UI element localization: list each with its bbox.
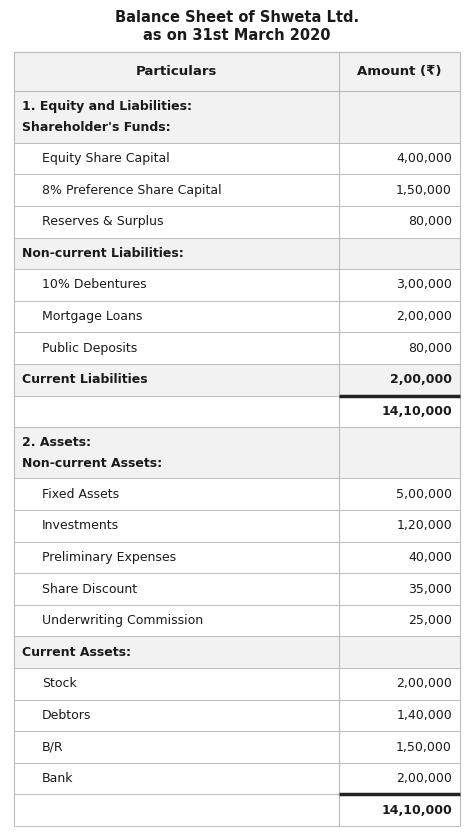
Bar [14, 52, 460, 91]
Text: 14,10,000: 14,10,000 [381, 405, 452, 418]
Text: 80,000: 80,000 [408, 342, 452, 354]
Text: Current Assets:: Current Assets: [22, 645, 131, 659]
Text: 1. Equity and Liabilities:: 1. Equity and Liabilities: [22, 100, 192, 114]
Text: 5,00,000: 5,00,000 [396, 487, 452, 501]
Bar [14, 427, 460, 478]
Bar [14, 510, 460, 542]
Bar [14, 395, 460, 427]
Bar [14, 668, 460, 700]
Bar [14, 700, 460, 732]
Text: Balance Sheet of Shweta Ltd.: Balance Sheet of Shweta Ltd. [115, 11, 359, 26]
Bar [14, 762, 460, 794]
Text: Debtors: Debtors [42, 709, 91, 722]
Text: Stock: Stock [42, 677, 77, 691]
Bar [14, 91, 460, 143]
Bar [14, 175, 460, 206]
Text: 2,00,000: 2,00,000 [396, 677, 452, 691]
Text: 35,000: 35,000 [408, 583, 452, 595]
Bar [14, 143, 460, 175]
Text: 8% Preference Share Capital: 8% Preference Share Capital [42, 184, 222, 196]
Text: 2,00,000: 2,00,000 [396, 310, 452, 323]
Text: Preliminary Expenses: Preliminary Expenses [42, 551, 176, 564]
Bar [14, 636, 460, 668]
Text: Particulars: Particulars [136, 65, 217, 79]
Bar [14, 573, 460, 605]
Text: Shareholder's Funds:: Shareholder's Funds: [22, 121, 171, 134]
Bar [14, 333, 460, 364]
Text: B/R: B/R [42, 741, 64, 753]
Text: Bank: Bank [42, 772, 73, 785]
Text: 10% Debentures: 10% Debentures [42, 278, 146, 292]
Text: 1,50,000: 1,50,000 [396, 184, 452, 196]
Text: 25,000: 25,000 [408, 614, 452, 627]
Text: 2,00,000: 2,00,000 [396, 772, 452, 785]
Bar [14, 364, 460, 395]
Text: Investments: Investments [42, 519, 119, 533]
Bar [14, 237, 460, 269]
Text: Non-current Assets:: Non-current Assets: [22, 456, 162, 470]
Text: 80,000: 80,000 [408, 216, 452, 228]
Text: Underwriting Commission: Underwriting Commission [42, 614, 203, 627]
Text: Current Liabilities: Current Liabilities [22, 373, 147, 386]
Text: Amount (₹): Amount (₹) [357, 65, 442, 79]
Text: Reserves & Surplus: Reserves & Surplus [42, 216, 164, 228]
Text: Equity Share Capital: Equity Share Capital [42, 152, 170, 166]
Text: 1,50,000: 1,50,000 [396, 741, 452, 753]
Text: 1,20,000: 1,20,000 [396, 519, 452, 533]
Bar [14, 605, 460, 636]
Bar [14, 478, 460, 510]
Bar [14, 794, 460, 826]
Text: 2. Assets:: 2. Assets: [22, 436, 91, 449]
Text: as on 31st March 2020: as on 31st March 2020 [143, 28, 331, 43]
Text: Fixed Assets: Fixed Assets [42, 487, 119, 501]
Text: 3,00,000: 3,00,000 [396, 278, 452, 292]
Text: Mortgage Loans: Mortgage Loans [42, 310, 142, 323]
Bar [14, 732, 460, 762]
Text: 1,40,000: 1,40,000 [396, 709, 452, 722]
Text: 2,00,000: 2,00,000 [390, 373, 452, 386]
Text: Non-current Liabilities:: Non-current Liabilities: [22, 247, 184, 260]
Bar [14, 301, 460, 333]
Text: 40,000: 40,000 [408, 551, 452, 564]
Text: Share Discount: Share Discount [42, 583, 137, 595]
Text: Public Deposits: Public Deposits [42, 342, 137, 354]
Text: 14,10,000: 14,10,000 [381, 803, 452, 817]
Bar [14, 206, 460, 237]
Bar [14, 269, 460, 301]
Bar [14, 542, 460, 573]
Text: 4,00,000: 4,00,000 [396, 152, 452, 166]
